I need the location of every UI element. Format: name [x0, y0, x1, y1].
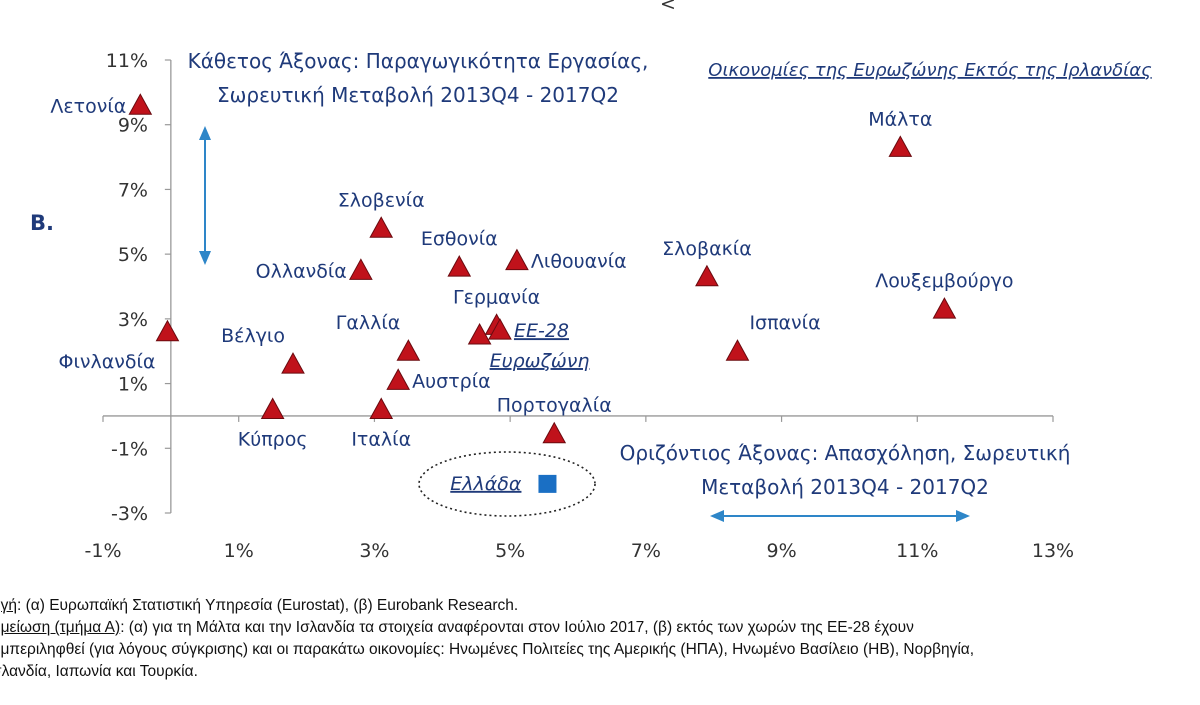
point-label: Αυστρία: [412, 370, 491, 392]
vertical-arrow: [199, 126, 211, 265]
triangle-marker: [505, 248, 529, 271]
point-label: Λετονία: [50, 95, 126, 117]
note-text-1: : (α) για τη Μάλτα και την Ισλανδία τα σ…: [120, 619, 914, 636]
x-tick-label: 5%: [495, 540, 525, 562]
y-tick-labels: 11% 9% 7% 5% 3% 1% -1% -3%: [106, 50, 148, 525]
square-marker: [538, 474, 557, 493]
y-axis-title-line-1: Κάθετος Άξονας: Παραγωγικότητα Εργασίας,: [188, 49, 649, 73]
y-tick-label: 3%: [118, 309, 148, 331]
x-tick-label: -1%: [85, 540, 122, 562]
source-label: ηγή: [0, 597, 17, 614]
x-axis-title-line-1: Οριζόντιος Άξονας: Απασχόληση, Σωρευτική: [620, 441, 1071, 465]
triangle-marker: [128, 93, 153, 115]
x-tick-label: 9%: [766, 540, 796, 562]
triangle-marker: [888, 135, 913, 157]
point-label: Γερμανία: [453, 286, 540, 308]
triangle-marker: [386, 368, 411, 390]
x-tick-label: 13%: [1032, 540, 1074, 562]
x-tick-label: 7%: [631, 540, 661, 562]
note-line-2: υμπεριληφθεί (για λόγους σύγκρισης) και …: [0, 641, 975, 658]
point-label: Ιταλία: [351, 428, 411, 450]
top-mark: <: [660, 0, 676, 15]
point-label: Ισπανία: [749, 312, 820, 334]
note-label: ημείωση (τμήμα Α): [0, 619, 121, 636]
triangle-marker: [281, 352, 305, 374]
point-label: Κύπρος: [238, 428, 308, 450]
note-line-3: σλανδία, Ιαπωνία και Τουρκία.: [0, 663, 198, 680]
point-labels: Λετονία Φινλανδία Βέλγιο Κύπρος Ολλανδία Σλοβ…: [50, 95, 1013, 495]
scatter-chart: < B. 11%9%7%5%3%1%-1%-3% -1% 1% 3% 5% 7% 9% 11…: [30, 0, 1152, 562]
point-label: Γαλλία: [336, 312, 401, 334]
point-label: Σλοβακία: [662, 238, 752, 260]
y-tick-label: -1%: [111, 438, 148, 460]
horizontal-arrow: [710, 510, 970, 522]
x-axis-title-line-2: Μεταβολή 2013Q4 - 2017Q2: [701, 475, 989, 499]
x-tick-label: 3%: [359, 540, 389, 562]
triangle-marker: [932, 297, 957, 319]
x-tick-label: 11%: [896, 540, 938, 562]
triangle-marker: [447, 255, 472, 277]
triangle-marker: [695, 264, 719, 287]
y-tick-label: 9%: [118, 115, 148, 137]
triangle-marker: [369, 397, 394, 419]
source-text: : (α) Ευρωπαϊκή Στατιστική Υπηρεσία (Eur…: [17, 597, 519, 614]
footnotes: ηγή: (α) Ευρωπαϊκή Στατιστική Υπηρεσία (…: [0, 595, 1177, 683]
triangle-marker: [155, 319, 180, 342]
triangle-marker: [467, 322, 492, 345]
point-label: Ευρωζώνη: [490, 350, 590, 372]
triangle-marker: [349, 258, 373, 280]
point-label: ΕΕ-28: [514, 320, 569, 342]
y-tick-label: 1%: [118, 374, 148, 396]
point-label: Εσθονία: [421, 228, 498, 250]
triangle-marker: [542, 421, 567, 444]
point-label: Λουξεμβούργο: [875, 270, 1013, 292]
y-tick-label: 11%: [106, 50, 148, 72]
y-tick-label: -3%: [111, 503, 148, 525]
point-label: Πορτογαλία: [497, 395, 612, 417]
greece-label: Ελλάδα: [450, 473, 522, 495]
triangle-marker: [725, 339, 750, 361]
triangle-marker: [396, 339, 421, 361]
point-label: Λιθουανία: [531, 251, 627, 273]
y-tick-label: 5%: [118, 244, 148, 266]
triangle-marker: [369, 216, 394, 238]
point-label: Μάλτα: [868, 108, 932, 130]
x-tick-label: 1%: [224, 540, 254, 562]
point-label: Φινλανδία: [58, 351, 155, 373]
data-points: [128, 93, 957, 493]
greece-highlight-ellipse: [418, 451, 596, 517]
chart-title: Οικονομίες της Ευρωζώνης Εκτός της Ιρλαν…: [708, 60, 1152, 81]
x-tick-labels: -1% 1% 3% 5% 7% 9% 11% 13%: [85, 540, 1075, 562]
note-line-1: ημείωση (τμήμα Α): (α) για τη Μάλτα και …: [0, 617, 1177, 639]
y-axis-title-line-2: Σωρευτική Μεταβολή 2013Q4 - 2017Q2: [217, 83, 619, 107]
y-tick-label: 7%: [118, 179, 148, 201]
triangle-marker: [260, 397, 285, 419]
panel-label: B.: [30, 211, 54, 235]
source-line: ηγή: (α) Ευρωπαϊκή Στατιστική Υπηρεσία (…: [0, 595, 1177, 617]
point-label: Σλοβενία: [338, 189, 425, 211]
point-label: Ολλανδία: [256, 260, 347, 282]
triangle-marker: [488, 318, 512, 340]
point-label: Βέλγιο: [221, 325, 285, 347]
